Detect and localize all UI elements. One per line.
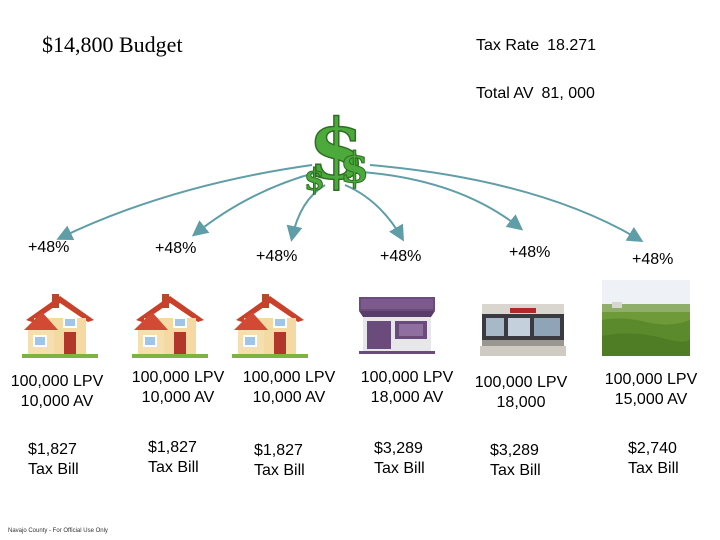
tax-bill-6: $2,740 Tax Bill (628, 439, 679, 479)
property-values-2: 100,000 LPV 10,000 AV (123, 368, 233, 408)
lpv-value: 100,000 LPV (360, 369, 454, 386)
av-value: 18,000 (496, 394, 546, 411)
shopping-center-icon (480, 296, 566, 356)
tax-rate-label: Tax Rate (476, 37, 540, 54)
house-icon (22, 294, 98, 358)
arrow-5 (361, 171, 524, 231)
house-icon (232, 294, 308, 358)
increase-label-3: +48% (256, 248, 298, 265)
svg-text:$: $ (340, 143, 369, 192)
total-av-label: Total AV (476, 85, 534, 102)
total-av-value: 81, 000 (541, 85, 595, 102)
tax-label: Tax Bill (374, 460, 425, 477)
house-icon (132, 294, 208, 358)
tax-amount: $1,827 (254, 442, 303, 459)
lpv-value: 100,000 LPV (604, 371, 698, 388)
total-av: Total AV 81, 000 (476, 85, 595, 103)
increase-label-6: +48% (632, 251, 674, 268)
increase-label-2: +48% (155, 240, 197, 257)
tax-label: Tax Bill (148, 459, 199, 476)
tax-label: Tax Bill (490, 462, 541, 479)
svg-text:$: $ (304, 163, 325, 198)
tax-amount: $2,740 (628, 440, 677, 457)
lpv-value: 100,000 LPV (131, 369, 225, 386)
budget-title: $14,800 Budget (42, 32, 183, 57)
av-value: 10,000 AV (252, 389, 326, 406)
tax-bill-2: $1,827 Tax Bill (148, 438, 199, 478)
tax-label: Tax Bill (628, 460, 679, 477)
arrow-6 (369, 164, 644, 243)
tax-amount: $1,827 (28, 441, 77, 458)
tax-label: Tax Bill (254, 462, 305, 479)
tax-amount: $3,289 (490, 442, 539, 459)
increase-label-5: +48% (509, 244, 551, 261)
land-field-icon (602, 280, 690, 356)
svg-text:$: $ (308, 102, 365, 198)
property-values-1: 100,000 LPV 10,000 AV (2, 372, 112, 412)
tax-label: Tax Bill (28, 461, 79, 478)
tax-amount: $3,289 (374, 440, 423, 457)
av-value: 18,000 AV (370, 389, 444, 406)
property-values-5: 100,000 LPV 18,000 (466, 373, 576, 413)
av-value: 10,000 AV (20, 393, 94, 410)
tax-bill-5: $3,289 Tax Bill (490, 441, 541, 481)
property-values-3: 100,000 LPV 10,000 AV (234, 368, 344, 408)
tax-bill-3: $1,827 Tax Bill (254, 441, 305, 481)
increase-label-1: +48% (28, 239, 70, 256)
dollar-signs-icon: $ $ $ (304, 101, 370, 199)
storefront-icon (359, 297, 435, 354)
arrow-4 (344, 184, 405, 242)
tax-bill-1: $1,827 Tax Bill (28, 440, 79, 480)
footer-note: Navajo County - For Official Use Only (8, 528, 108, 534)
arrow-3 (286, 184, 326, 242)
av-value: 10,000 AV (141, 389, 215, 406)
lpv-value: 100,000 LPV (10, 373, 104, 390)
increase-label-4: +48% (380, 248, 422, 265)
arrow-2 (191, 171, 319, 237)
lpv-value: 100,000 LPV (474, 374, 568, 391)
arrow-1 (56, 164, 313, 241)
tax-rate-value: 18.271 (547, 37, 597, 54)
tax-bill-4: $3,289 Tax Bill (374, 439, 425, 479)
property-values-6: 100,000 LPV 15,000 AV (596, 370, 706, 410)
lpv-value: 100,000 LPV (242, 369, 336, 386)
property-values-4: 100,000 LPV 18,000 AV (352, 368, 462, 408)
tax-amount: $1,827 (148, 439, 197, 456)
av-value: 15,000 AV (614, 391, 688, 408)
tax-rate: Tax Rate 18.271 (476, 37, 596, 55)
